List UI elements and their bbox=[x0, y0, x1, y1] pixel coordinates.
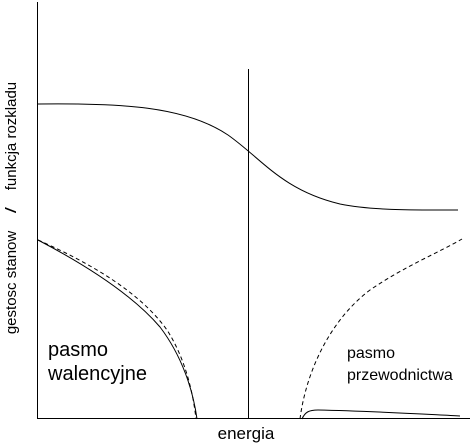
conduction-occupied-states-curve bbox=[301, 409, 461, 420]
conduction-band-label: pasmo przewodnictwa bbox=[347, 345, 453, 384]
y-axis-label-distribution: funkcja rozkladu bbox=[3, 82, 20, 190]
valence-occupied-states-curve bbox=[37, 239, 197, 420]
conduction-density-of-states-curve bbox=[299, 238, 463, 420]
conduction-band-label-line2: przewodnictwa bbox=[347, 367, 453, 384]
conduction-band-label-line1: pasmo bbox=[347, 345, 395, 362]
y-axis-label-density: gestosc stanow bbox=[3, 231, 20, 335]
valence-band-label: pasmo walencyjne bbox=[47, 339, 147, 385]
valence-band-label-line1: pasmo bbox=[48, 339, 108, 361]
x-axis-label: energia bbox=[218, 424, 275, 443]
distribution-function-curve bbox=[37, 103, 459, 211]
y-axis-label-separator: / bbox=[3, 207, 20, 214]
y-axis-label: gestosc stanow / funkcja rozkladu bbox=[3, 82, 20, 334]
valence-density-of-states-curve bbox=[37, 239, 198, 420]
valence-band-label-line2: walencyjne bbox=[47, 363, 147, 385]
